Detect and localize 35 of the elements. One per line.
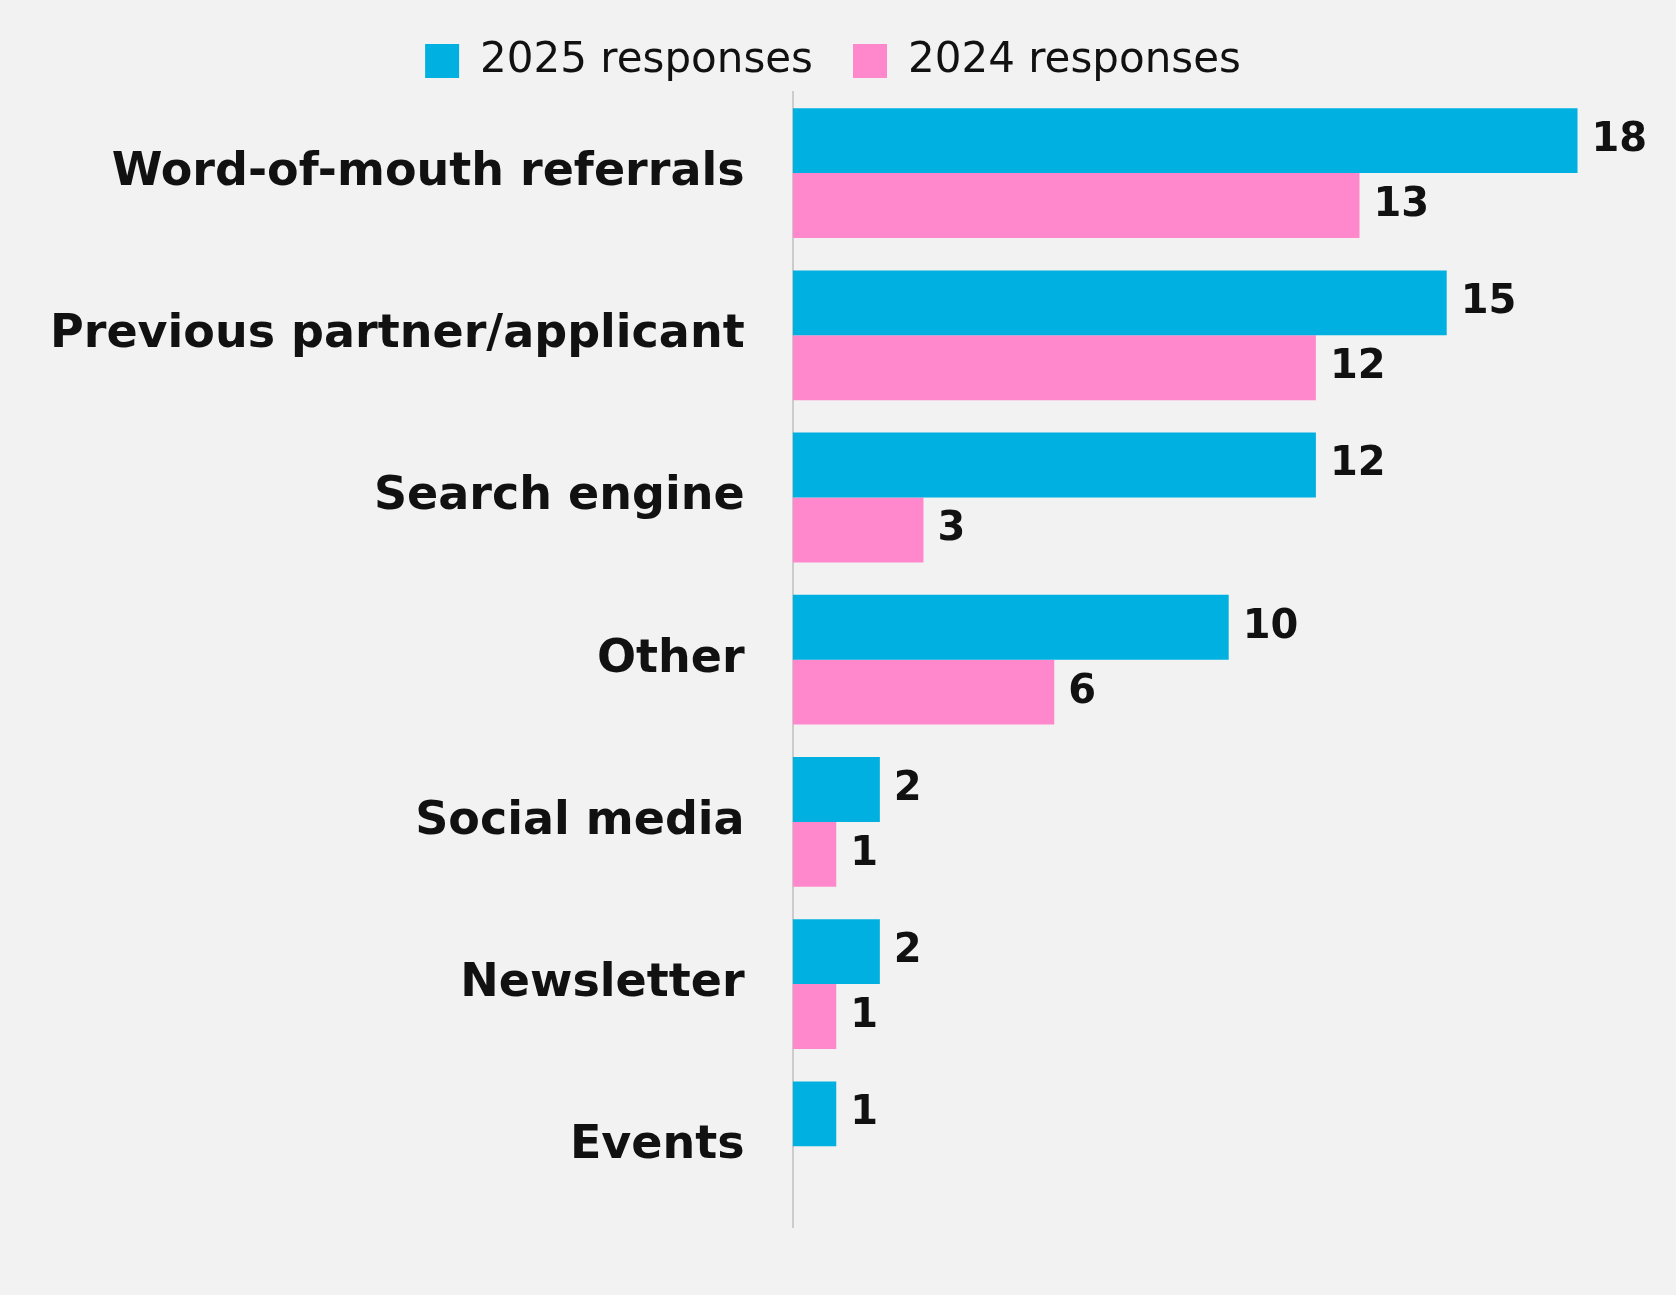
data-label: 12 [1329, 438, 1386, 485]
bar [792, 173, 1360, 238]
y-tick-label: Events [569, 1115, 745, 1170]
legend-label: 2024 responses [908, 32, 1241, 82]
bar [792, 270, 1447, 336]
bar [792, 497, 924, 563]
y-tick-label: Search engine [373, 466, 745, 521]
bar [792, 984, 837, 1049]
y-tick-label: Word-of-mouth referrals [111, 142, 745, 197]
data-label: 15 [1460, 276, 1517, 323]
bar [792, 432, 1316, 498]
y-tick-label: Other [596, 628, 745, 683]
data-label: 2 [893, 762, 922, 809]
y-tick-label: Newsletter [460, 953, 745, 1008]
bar [792, 821, 837, 887]
bar [792, 757, 880, 822]
y-tick-label: Social media [415, 790, 745, 845]
y-tick-label: Previous partner/applicant [49, 304, 745, 359]
data-label: 1 [850, 989, 879, 1036]
bar [792, 659, 1055, 725]
bar [792, 108, 1578, 174]
legend-label: 2025 responses [480, 32, 814, 82]
data-label: 10 [1242, 600, 1299, 647]
bar [792, 335, 1316, 401]
data-label: 13 [1373, 178, 1430, 225]
data-label: 12 [1329, 341, 1386, 388]
bar [792, 594, 1229, 660]
data-label: 18 [1591, 114, 1648, 161]
data-label: 3 [937, 503, 966, 550]
bar [792, 919, 880, 985]
bar [792, 1081, 837, 1147]
data-label: 6 [1068, 665, 1097, 712]
data-label: 2 [893, 925, 922, 972]
data-label: 1 [850, 1087, 879, 1134]
data-label: 1 [850, 827, 879, 874]
